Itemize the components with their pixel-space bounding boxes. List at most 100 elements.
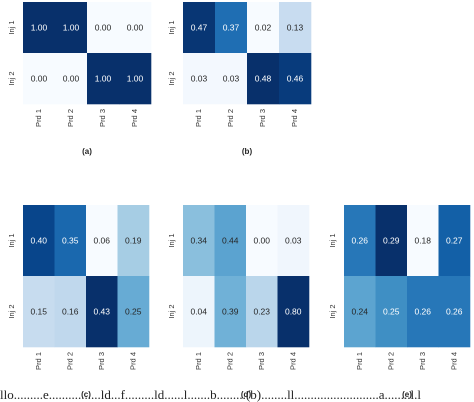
- heatmap-cell: [247, 2, 280, 54]
- row-tick-label: Inj 1: [167, 20, 176, 34]
- cell-value-label: 0.46: [287, 74, 304, 84]
- heatmap-cell: [183, 205, 215, 277]
- heatmap-cell: [23, 276, 55, 348]
- cell-value-label: 0.26: [414, 307, 431, 317]
- heatmap-cell: [344, 205, 376, 277]
- cell-value-label: 0.26: [351, 236, 368, 246]
- heatmap-cell: [438, 205, 471, 277]
- column-tick-label: Prd 1: [34, 352, 43, 370]
- heatmap-cell: [54, 205, 87, 277]
- column-tick-label: Prd 1: [355, 352, 364, 370]
- heatmap-panel: 0.40 0.35 0.06 0.19 0.15 0.16 0.43 0.25 Inj 1 Inj…: [7, 205, 150, 399]
- column-tick-label: Prd 2: [225, 352, 234, 370]
- column-tick-label: Prd 1: [34, 109, 43, 127]
- row-tick-label: Inj 2: [7, 71, 16, 85]
- cell-value-label: 0.19: [125, 236, 142, 246]
- column-tick-label: Prd 4: [130, 109, 139, 127]
- heatmap-cell: [215, 53, 248, 105]
- cell-value-label: 0.23: [253, 307, 270, 317]
- heatmap-cell: [86, 205, 118, 277]
- heatmap-cell: [55, 2, 88, 54]
- heatmap-cell: [247, 53, 280, 105]
- heatmap-cell: [246, 205, 278, 277]
- cell-value-label: 0.24: [351, 307, 368, 317]
- cell-value-label: 0.16: [62, 307, 79, 317]
- column-tick-label: Prd 2: [66, 109, 75, 127]
- heatmap-panel: 0.26 0.29 0.18 0.27 0.24 0.25 0.26 0.26 Inj 1 Inj…: [328, 205, 471, 399]
- cell-value-label: 0.26: [446, 307, 463, 317]
- cell-value-label: 0.39: [222, 307, 239, 317]
- cell-value-label: 0.25: [383, 307, 400, 317]
- row-tick-label: Inj 1: [167, 233, 176, 247]
- panel-label: (e): [402, 390, 412, 399]
- cell-value-label: 0.34: [190, 236, 207, 246]
- heatmap-cell: [246, 276, 278, 348]
- cell-value-label: 0.43: [93, 307, 110, 317]
- heatmap-cell: [87, 53, 120, 105]
- cell-value-label: 1.00: [127, 74, 144, 84]
- heatmap-cell: [407, 276, 439, 348]
- cell-value-label: 0.06: [93, 236, 110, 246]
- heatmap-cell: [277, 205, 310, 277]
- cell-value-label: 0.35: [62, 236, 79, 246]
- cell-value-label: 0.48: [255, 74, 272, 84]
- column-tick-label: Prd 3: [257, 352, 266, 370]
- panel-label: (b): [242, 147, 253, 156]
- heatmap-cell: [55, 53, 88, 105]
- cell-value-label: 0.18: [414, 236, 431, 246]
- row-tick-label: Inj 2: [167, 71, 176, 85]
- column-tick-label: Prd 4: [288, 352, 297, 370]
- heatmap-cell: [117, 205, 150, 277]
- cell-value-label: 0.44: [222, 236, 239, 246]
- cell-value-label: 0.00: [95, 23, 112, 33]
- column-tick-label: Prd 4: [449, 352, 458, 370]
- cell-value-label: 0.80: [285, 307, 302, 317]
- heatmap-cell: [183, 2, 216, 54]
- heatmap-panel: 0.47 0.37 0.02 0.13 0.03 0.03 0.48 0.46 Inj 1 Inj…: [167, 2, 312, 156]
- heatmap-cell: [119, 2, 152, 54]
- heatmap-cell: [23, 2, 56, 54]
- heatmap-cell: [119, 53, 152, 105]
- heatmap-cell: [279, 53, 312, 105]
- heatmap-cell: [375, 205, 408, 277]
- column-tick-label: Prd 2: [226, 109, 235, 127]
- row-tick-label: Inj 1: [7, 233, 16, 247]
- cell-value-label: 1.00: [31, 23, 48, 33]
- cell-value-label: 0.02: [255, 23, 272, 33]
- cell-value-label: 0.37: [223, 23, 240, 33]
- cell-value-label: 1.00: [63, 23, 80, 33]
- column-tick-label: Prd 3: [258, 109, 267, 127]
- cell-value-label: 0.00: [31, 74, 48, 84]
- row-tick-label: Inj 2: [167, 304, 176, 318]
- heatmap-cell: [23, 205, 55, 277]
- heatmap-cell: [183, 276, 215, 348]
- heatmap-cell: [214, 276, 247, 348]
- heatmap-cell: [279, 2, 312, 54]
- cell-value-label: 0.27: [446, 236, 463, 246]
- heatmap-cell: [375, 276, 408, 348]
- row-tick-label: Inj 1: [328, 233, 337, 247]
- heatmap-cell: [407, 205, 439, 277]
- heatmap-cell: [215, 2, 248, 54]
- heatmap-panel: 1.00 1.00 0.00 0.00 0.00 0.00 1.00 1.00 Inj 1 Inj…: [7, 2, 152, 156]
- heatmap-cell: [214, 205, 247, 277]
- heatmap-cell: [23, 53, 56, 105]
- row-tick-label: Inj 2: [328, 304, 337, 318]
- cell-value-label: 0.00: [127, 23, 144, 33]
- panel-label: (c): [81, 390, 91, 399]
- cell-value-label: 0.00: [253, 236, 270, 246]
- heatmap-cell: [183, 53, 216, 105]
- column-tick-label: Prd 2: [386, 352, 395, 370]
- cell-value-label: 0.13: [287, 23, 304, 33]
- column-tick-label: Prd 1: [194, 109, 203, 127]
- cell-value-label: 0.03: [223, 74, 240, 84]
- row-tick-label: Inj 2: [7, 304, 16, 318]
- cell-value-label: 0.03: [191, 74, 208, 84]
- column-tick-label: Prd 3: [98, 109, 107, 127]
- heatmap-cell: [277, 276, 310, 348]
- heatmap-panel: 0.34 0.44 0.00 0.03 0.04 0.39 0.23 0.80 Inj 1 Inj…: [167, 205, 310, 399]
- cell-value-label: 0.25: [125, 307, 142, 317]
- column-tick-label: Prd 3: [418, 352, 427, 370]
- cell-value-label: 0.40: [30, 236, 47, 246]
- cell-value-label: 1.00: [95, 74, 112, 84]
